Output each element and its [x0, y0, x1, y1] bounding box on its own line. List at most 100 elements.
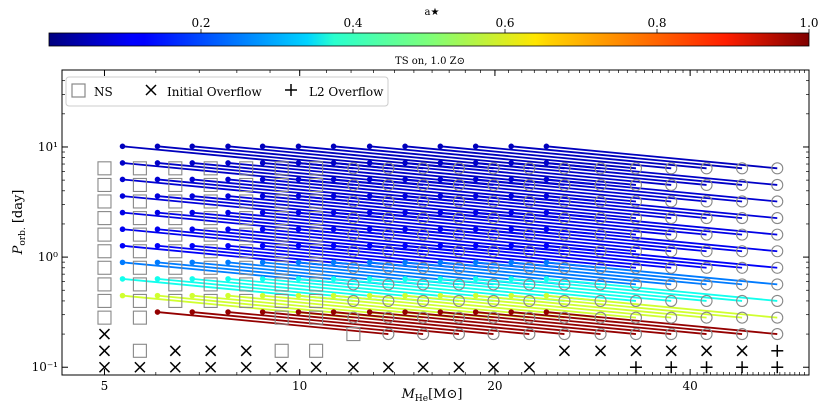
ns-marker	[239, 293, 254, 308]
x-axis-label: MHe[M⊙]	[401, 387, 463, 404]
bh-marker	[523, 178, 536, 192]
bh-endpoint	[402, 292, 408, 299]
bh-track	[405, 145, 637, 170]
bh-endpoint	[402, 242, 408, 249]
initial-overflow-marker	[558, 345, 570, 357]
bh-endpoint	[330, 160, 337, 166]
bh-marker	[629, 294, 643, 307]
ns-marker	[97, 260, 112, 275]
ns-marker	[239, 227, 254, 242]
l2-overflow-marker	[665, 361, 678, 374]
y-axis-label-main: P	[11, 245, 26, 255]
bh-marker	[523, 228, 536, 241]
bh-endpoint	[295, 292, 302, 299]
bh-marker	[771, 278, 784, 291]
bh-marker	[736, 228, 749, 241]
bh-track	[546, 195, 778, 220]
bh-endpoint	[437, 193, 444, 199]
initial-overflow-marker	[382, 361, 394, 373]
bh-marker	[665, 162, 678, 175]
bh-endpoint	[330, 193, 337, 199]
bh-endpoint	[543, 193, 550, 199]
bh-marker	[558, 195, 571, 208]
bh-track	[405, 294, 637, 319]
bh-track	[405, 311, 637, 335]
ns-marker	[132, 194, 147, 209]
bh-marker	[452, 328, 465, 341]
bh-endpoint	[119, 193, 126, 199]
legend-l2-overflow-label: L2 Overflow	[309, 85, 384, 99]
ns-marker	[168, 293, 183, 308]
bh-marker	[558, 162, 571, 175]
ns-marker	[132, 161, 147, 176]
bh-track	[511, 145, 743, 170]
legend-initial-overflow-marker	[145, 84, 157, 96]
ns-marker	[274, 310, 289, 325]
bh-marker	[771, 162, 784, 175]
bh-endpoint	[472, 276, 479, 282]
y-tick-label: 10¹	[38, 140, 58, 154]
initial-overflow-marker	[487, 361, 500, 373]
ns-marker	[274, 161, 289, 176]
bh-endpoint	[330, 226, 337, 233]
bh-endpoint	[154, 143, 161, 150]
bh-marker	[347, 245, 360, 258]
bh-marker	[558, 178, 571, 192]
bh-endpoint	[472, 193, 479, 199]
bh-endpoint	[295, 226, 302, 233]
bh-track	[405, 261, 637, 286]
bh-endpoint	[472, 176, 479, 183]
bh-endpoint	[543, 209, 550, 216]
bh-marker	[665, 311, 678, 324]
bh-marker	[523, 278, 536, 291]
x-axis-label-unit: [M⊙]	[428, 387, 462, 402]
bh-marker	[347, 212, 360, 225]
bh-marker	[594, 245, 607, 258]
bh-endpoint	[437, 209, 444, 216]
bh-marker	[700, 328, 713, 341]
bh-marker	[558, 294, 571, 307]
bh-endpoint	[189, 226, 196, 233]
bh-marker	[629, 162, 643, 175]
ns-marker	[132, 177, 147, 193]
ns-marker	[132, 277, 147, 292]
bh-marker	[736, 294, 749, 307]
bh-marker	[629, 311, 643, 324]
bh-marker	[665, 178, 678, 192]
bh-endpoint	[437, 160, 444, 166]
bh-track	[475, 195, 707, 220]
bh-track	[475, 228, 707, 253]
ns-marker	[309, 194, 324, 209]
legend-ns-marker	[71, 83, 86, 98]
bh-endpoint	[366, 309, 373, 315]
initial-overflow-marker	[595, 345, 607, 357]
y-tick-label: 10⁻¹	[32, 360, 58, 374]
bh-track	[369, 311, 601, 335]
bh-endpoint	[402, 193, 408, 199]
bh-endpoints	[119, 143, 550, 315]
bh-endpoint	[225, 193, 231, 199]
bh-marker	[347, 294, 360, 307]
bh-endpoint	[330, 242, 337, 249]
bh-endpoint	[154, 259, 161, 266]
bh-marker	[382, 261, 395, 274]
ns-marker	[132, 260, 147, 275]
bh-endpoint	[189, 160, 196, 166]
bh-marker	[629, 245, 643, 258]
bh-marker	[382, 328, 395, 341]
bh-track	[405, 278, 637, 302]
bh-marker	[594, 278, 607, 291]
bh-track	[475, 311, 707, 335]
bh-marker	[523, 261, 536, 274]
x-axis-label-main: M	[401, 387, 416, 402]
bh-marker	[736, 278, 749, 291]
bh-endpoint	[119, 276, 126, 282]
l2-overflow-marker	[700, 361, 713, 374]
l2-overflow-markers	[629, 344, 784, 374]
colorbar-label: a★	[425, 7, 440, 18]
ns-marker	[97, 211, 112, 226]
initial-overflow-marker	[417, 361, 429, 373]
bh-endpoint	[259, 143, 266, 150]
bh-track	[405, 211, 637, 236]
bh-endpoint	[154, 292, 161, 299]
